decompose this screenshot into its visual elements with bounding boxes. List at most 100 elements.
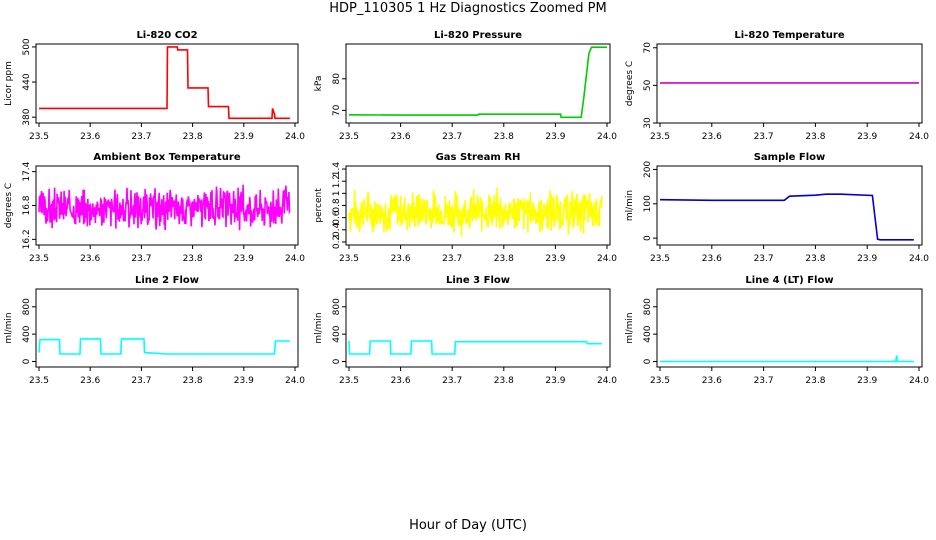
x-tick-label: 23.5 bbox=[650, 132, 670, 142]
y-tick-label: 1.2 bbox=[332, 174, 342, 188]
x-tick-label: 23.8 bbox=[494, 254, 514, 264]
x-tick-label: 23.7 bbox=[131, 376, 151, 386]
x-tick-label: 23.9 bbox=[234, 254, 254, 264]
y-axis-label: percent bbox=[314, 188, 324, 223]
series-line bbox=[38, 338, 290, 355]
plot-frame bbox=[35, 288, 299, 368]
x-tick-label: 23.9 bbox=[545, 254, 565, 264]
y-tick-label: 800 bbox=[332, 298, 342, 315]
y-axis-label: ml/min bbox=[625, 190, 635, 221]
y-tick-label: 0 bbox=[643, 235, 653, 241]
plot-frame bbox=[345, 288, 611, 368]
y-axis-label: Licor ppm bbox=[4, 61, 14, 106]
series-line bbox=[660, 355, 914, 363]
x-tick-label: 23.5 bbox=[339, 132, 359, 142]
y-tick-label: 0 bbox=[643, 358, 653, 364]
panel-9: Line 4 (LT) Flow ml/min 23.5 23.6 23.7 23.8 23… bbox=[625, 275, 929, 386]
y-tick-label: 0 bbox=[332, 358, 342, 364]
x-tick-label: 23.6 bbox=[80, 376, 100, 386]
y-tick-label: 0 bbox=[22, 358, 32, 364]
y-tick-label: 16.2 bbox=[22, 229, 32, 249]
series-line bbox=[659, 193, 914, 241]
y-tick-label: 380 bbox=[22, 108, 32, 125]
x-tick-label: 23.5 bbox=[29, 376, 49, 386]
panel-title: Line 2 Flow bbox=[135, 275, 199, 286]
x-axis-title: Hour of Day (UTC) bbox=[409, 518, 527, 533]
x-tick-label: 23.8 bbox=[183, 254, 203, 264]
y-axis-label: degrees C bbox=[4, 183, 14, 228]
x-tick-label: 23.5 bbox=[29, 254, 49, 264]
x-tick-label: 23.8 bbox=[494, 376, 514, 386]
x-tick-label: 24.0 bbox=[285, 376, 305, 386]
x-tick-label: 23.6 bbox=[391, 376, 411, 386]
panel-title: Line 3 Flow bbox=[446, 275, 510, 286]
plot-frame bbox=[656, 43, 923, 124]
plot-frame bbox=[345, 43, 611, 124]
x-tick-label: 23.6 bbox=[80, 132, 100, 142]
x-tick-label: 23.8 bbox=[183, 376, 203, 386]
x-tick-label: 24.0 bbox=[285, 254, 305, 264]
y-tick-label: 500 bbox=[22, 38, 32, 55]
x-tick-label: 23.7 bbox=[442, 132, 462, 142]
y-tick-label: 0.2 bbox=[332, 235, 342, 249]
x-tick-label: 23.9 bbox=[234, 132, 254, 142]
x-tick-label: 23.9 bbox=[545, 132, 565, 142]
y-axis-label: ml/min bbox=[314, 312, 324, 343]
y-tick-label: 50 bbox=[643, 79, 653, 91]
y-tick-label: 100 bbox=[643, 195, 653, 212]
y-tick-label: 1 bbox=[332, 190, 342, 196]
panel-3: Li-820 Temperature degrees C 23.5 23.6 23.7 2… bbox=[625, 30, 929, 142]
x-tick-label: 24.0 bbox=[597, 254, 617, 264]
x-tick-label: 23.8 bbox=[183, 132, 203, 142]
y-tick-label: 440 bbox=[22, 73, 32, 90]
y-tick-label: 400 bbox=[643, 325, 653, 342]
x-tick-label: 23.9 bbox=[857, 132, 877, 142]
y-tick-label: 0.6 bbox=[332, 210, 342, 225]
panel-1: Li-820 CO2 Licor ppm 23.5 23.6 23.7 23.8 23.9 2… bbox=[4, 30, 305, 142]
y-axis-label: degrees C bbox=[625, 61, 635, 106]
x-tick-label: 23.9 bbox=[857, 254, 877, 264]
y-tick-label: 70 bbox=[332, 104, 342, 116]
x-tick-label: 23.8 bbox=[805, 376, 825, 386]
y-tick-label: 70 bbox=[643, 42, 653, 54]
x-tick-label: 24.0 bbox=[597, 376, 617, 386]
x-tick-label: 23.6 bbox=[702, 132, 722, 142]
x-tick-label: 23.9 bbox=[234, 376, 254, 386]
y-axis-label: ml/min bbox=[625, 312, 635, 343]
x-tick-label: 23.7 bbox=[442, 254, 462, 264]
y-tick-label: 16.8 bbox=[22, 195, 32, 215]
series-line bbox=[39, 46, 290, 120]
x-tick-label: 23.7 bbox=[754, 132, 774, 142]
x-tick-label: 24.0 bbox=[909, 132, 929, 142]
x-tick-label: 23.6 bbox=[391, 254, 411, 264]
y-tick-label: 800 bbox=[22, 298, 32, 315]
y-tick-label: 17.4 bbox=[22, 161, 32, 181]
x-tick-label: 24.0 bbox=[597, 132, 617, 142]
panel-title: Li-820 Temperature bbox=[734, 30, 844, 41]
y-axis-label: kPa bbox=[314, 76, 324, 92]
x-tick-label: 23.5 bbox=[339, 254, 359, 264]
series-line bbox=[38, 184, 291, 231]
series-line bbox=[348, 187, 603, 237]
x-tick-label: 23.5 bbox=[650, 376, 670, 386]
panel-6: Sample Flow ml/min 23.5 23.6 23.7 23.8 23.9 24.… bbox=[625, 152, 929, 264]
plot-frame bbox=[35, 43, 299, 124]
y-tick-label: 80 bbox=[332, 73, 342, 85]
panel-4: Ambient Box Temperature degrees C 23.5 23.6… bbox=[4, 152, 305, 264]
x-tick-label: 23.9 bbox=[857, 376, 877, 386]
x-tick-label: 23.6 bbox=[391, 132, 411, 142]
x-tick-label: 23.6 bbox=[702, 254, 722, 264]
y-tick-label: 400 bbox=[22, 325, 32, 342]
y-tick-label: 200 bbox=[643, 161, 653, 178]
x-tick-label: 23.8 bbox=[494, 132, 514, 142]
y-tick-label: 30 bbox=[643, 117, 653, 129]
x-tick-label: 23.7 bbox=[754, 376, 774, 386]
x-tick-label: 23.9 bbox=[545, 376, 565, 386]
x-tick-label: 23.8 bbox=[805, 132, 825, 142]
x-tick-label: 23.5 bbox=[29, 132, 49, 142]
series-line bbox=[348, 340, 602, 355]
panel-title: Gas Stream RH bbox=[436, 152, 521, 163]
panel-5: Gas Stream RH percent 23.5 23.6 23.7 23.8 23.9… bbox=[314, 152, 617, 264]
x-tick-label: 23.6 bbox=[80, 254, 100, 264]
y-tick-label: 0.4 bbox=[332, 222, 342, 237]
